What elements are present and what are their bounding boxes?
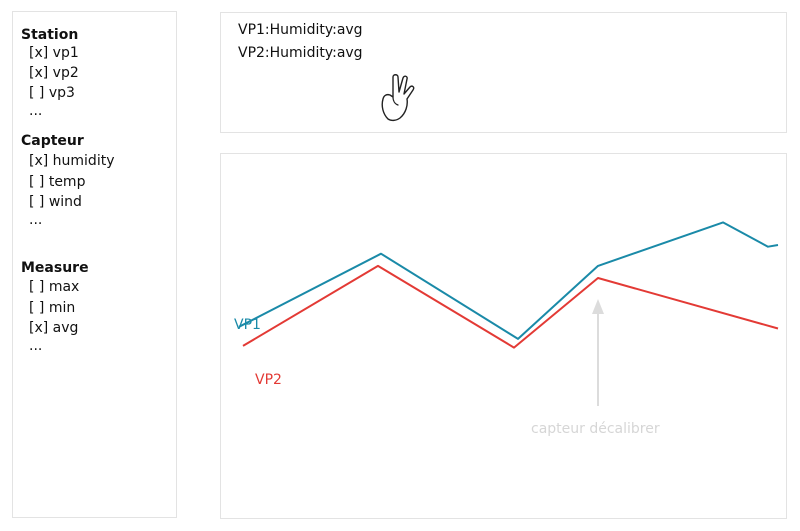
- station-more: ...: [29, 103, 43, 119]
- measure-section-title: Measure: [21, 260, 89, 276]
- filter-sidebar: Station [x] vp1 [x] vp2 [ ] vp3 ... Capt…: [12, 11, 177, 518]
- line-chart: VP1 VP2 capteur décalibrer: [234, 221, 779, 437]
- capteur-more: ...: [29, 212, 43, 228]
- capteur-option-humidity[interactable]: [x] humidity: [29, 153, 115, 169]
- calibration-annotation: capteur décalibrer: [531, 299, 660, 437]
- capteur-option-temp[interactable]: [ ] temp: [29, 174, 86, 190]
- station-option-vp3[interactable]: [ ] vp3: [29, 85, 75, 101]
- query-panel: VP1:Humidity:avg VP2:Humidity:avg: [220, 12, 787, 133]
- measure-option-max[interactable]: [ ] max: [29, 279, 80, 295]
- measure-more: ...: [29, 338, 43, 354]
- station-section-title: Station: [21, 27, 79, 43]
- capteur-section-title: Capteur: [21, 133, 84, 149]
- annotation-text: capteur décalibrer: [531, 421, 660, 437]
- series-label-vp1: VP1: [234, 317, 261, 333]
- capteur-option-wind[interactable]: [ ] wind: [29, 194, 82, 210]
- query-line-vp1[interactable]: VP1:Humidity:avg: [238, 22, 363, 38]
- chart-panel: VP1 VP2 capteur décalibrer: [220, 153, 787, 519]
- measure-option-avg[interactable]: [x] avg: [29, 320, 79, 336]
- series-line-vp2: [242, 264, 779, 349]
- station-option-vp1[interactable]: [x] vp1: [29, 45, 79, 61]
- series-line-vp1: [238, 221, 779, 340]
- station-option-vp2[interactable]: [x] vp2: [29, 65, 79, 81]
- pointer-hand-icon: [381, 74, 415, 122]
- measure-option-min[interactable]: [ ] min: [29, 300, 76, 316]
- annotation-arrow-head: [592, 299, 604, 314]
- query-line-vp2[interactable]: VP2:Humidity:avg: [238, 45, 363, 61]
- series-label-vp2: VP2: [255, 372, 282, 388]
